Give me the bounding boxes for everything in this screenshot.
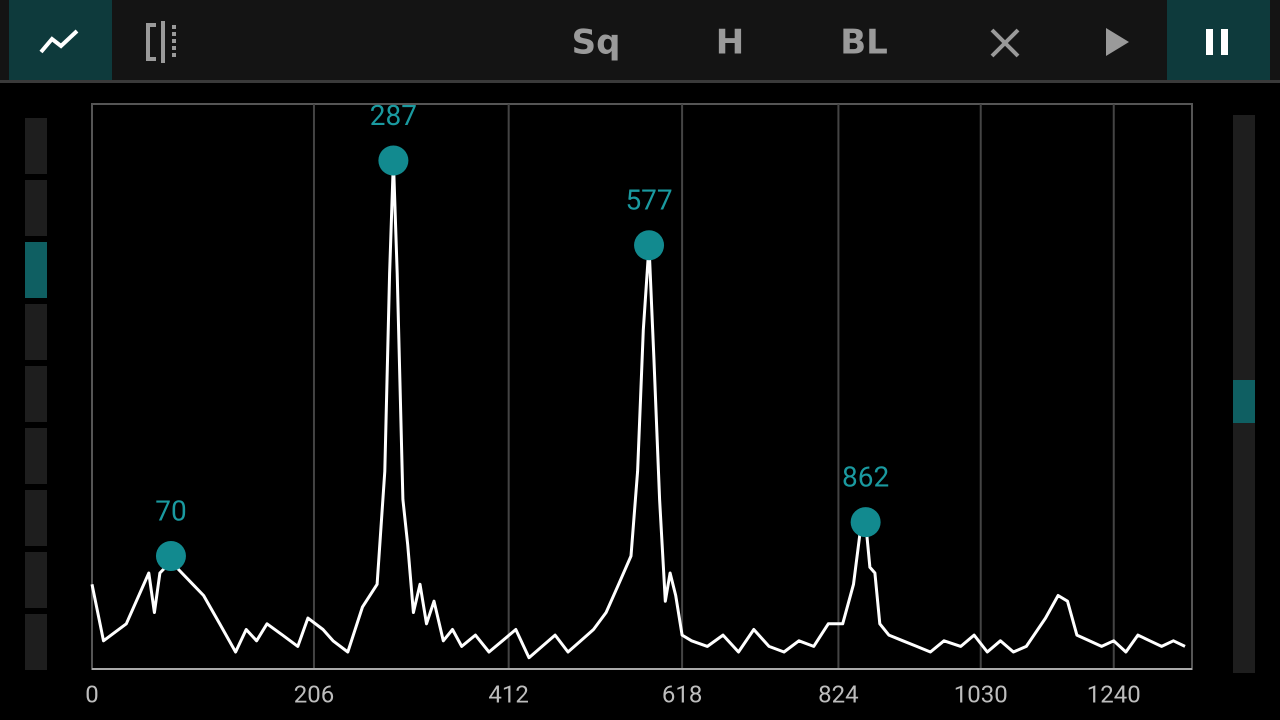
peak-marker	[634, 230, 665, 261]
peak-label: 862	[842, 460, 889, 493]
close-button[interactable]	[990, 28, 1020, 58]
meter-segment[interactable]	[25, 242, 47, 298]
meter-segment[interactable]	[25, 614, 47, 670]
scrollbar-thumb[interactable]	[1233, 380, 1255, 423]
meter-segment[interactable]	[25, 180, 47, 236]
x-tick-label: 412	[488, 680, 528, 708]
meter-segment[interactable]	[25, 428, 47, 484]
x-tick-label: 824	[818, 680, 858, 708]
toolbar	[0, 0, 1280, 80]
meter-segment[interactable]	[25, 304, 47, 360]
bl-button[interactable]: BL	[840, 23, 888, 63]
x-tick-label: 618	[662, 680, 702, 708]
meter-segment[interactable]	[25, 366, 47, 422]
peak-marker	[155, 541, 186, 571]
peak-marker	[850, 507, 881, 538]
peak-label: 70	[155, 494, 186, 527]
meter-segment[interactable]	[25, 490, 47, 546]
h-button[interactable]: H	[716, 23, 744, 63]
peak-label: 287	[370, 99, 417, 132]
peak-label: 577	[625, 184, 672, 217]
level-meter[interactable]	[25, 118, 47, 670]
play-button[interactable]	[1106, 28, 1129, 56]
spectrum-line	[90, 159, 1186, 660]
meter-segment[interactable]	[25, 552, 47, 608]
sq-button[interactable]: Sq	[572, 23, 621, 63]
x-tick-label: 206	[294, 680, 334, 708]
split-button[interactable]	[146, 21, 176, 63]
graph-mode-button[interactable]	[9, 0, 112, 80]
x-tick-label: 1240	[1087, 680, 1141, 708]
x-tick-label: 0	[85, 680, 99, 708]
pause-button[interactable]	[1167, 0, 1270, 80]
toolbar-divider	[0, 80, 1280, 83]
meter-segment[interactable]	[25, 118, 47, 174]
x-tick-label: 1030	[954, 680, 1008, 708]
peak-marker	[378, 145, 409, 176]
